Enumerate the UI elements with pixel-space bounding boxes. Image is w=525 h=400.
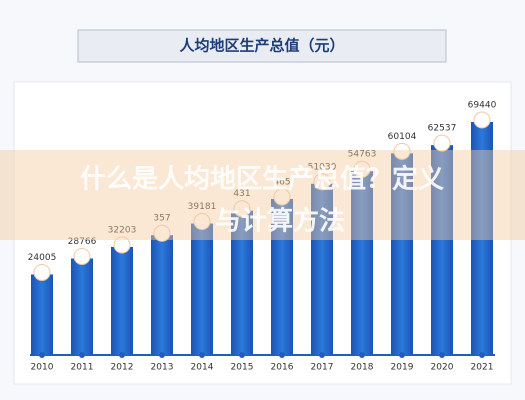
x-tick-label: 2021 — [471, 363, 494, 373]
axis-dot — [239, 352, 245, 358]
axis-dot — [439, 352, 445, 358]
overlay-text: 什么是人均地区生产总值？定义 — [80, 164, 444, 195]
x-tick-label: 2016 — [271, 363, 294, 373]
x-tick-label: 2013 — [151, 363, 174, 373]
x-tick-label: 2010 — [31, 363, 54, 373]
axis-dot — [79, 352, 85, 358]
axis-dot — [39, 352, 45, 358]
bar-icon — [73, 247, 91, 265]
axis-dot — [479, 352, 485, 358]
axis-dot — [119, 352, 125, 358]
chart-title: 人均地区生产总值（元） — [179, 37, 344, 55]
value-label: 39181 — [188, 202, 217, 212]
value-label: 69440 — [468, 101, 497, 111]
value-label: 62537 — [428, 124, 457, 134]
x-tick-label: 2014 — [191, 363, 214, 373]
bar — [151, 235, 173, 355]
bar — [31, 274, 53, 355]
axis-dot — [359, 352, 365, 358]
overlay-text: 与计算方法 — [215, 206, 345, 237]
value-label: 32203 — [108, 225, 137, 235]
bar-icon — [393, 142, 411, 160]
bar-icon — [233, 200, 251, 218]
bar-icon — [473, 111, 491, 129]
value-label: 60104 — [388, 132, 417, 142]
value-label: 28766 — [68, 237, 97, 247]
value-label: 357 — [153, 214, 170, 224]
bar — [71, 258, 93, 355]
overlay-band — [0, 150, 525, 240]
value-label: 51030 — [308, 162, 337, 172]
bar-icon — [193, 213, 211, 231]
bar — [111, 246, 133, 355]
x-tick-label: 2020 — [431, 363, 454, 373]
axis-dot — [279, 352, 285, 358]
value-label: 431 — [233, 189, 250, 199]
axis-dot — [399, 352, 405, 358]
bar — [191, 223, 213, 355]
title-box — [77, 29, 447, 63]
bar-icon — [113, 236, 131, 254]
x-tick-label: 2017 — [311, 363, 334, 373]
bar — [471, 122, 493, 355]
value-label: 54763 — [348, 150, 377, 160]
bar-icon — [33, 263, 51, 281]
bar — [311, 183, 333, 355]
bars: 24005 2010 28766 2011 32203 2012 357 2013 39181 2… — [28, 101, 497, 373]
bar-icon — [353, 160, 371, 178]
x-tick-label: 2019 — [391, 363, 414, 373]
bar — [351, 171, 373, 355]
bar-icon — [313, 173, 331, 191]
panel — [13, 81, 512, 385]
bar — [231, 210, 253, 355]
bar-icon — [153, 224, 171, 242]
bar — [271, 198, 293, 355]
value-label: 24005 — [28, 253, 57, 263]
bar — [391, 153, 413, 355]
x-tick-label: 2015 — [231, 363, 254, 373]
x-tick-label: 2018 — [351, 363, 374, 373]
bar-icon — [433, 134, 451, 152]
x-tick-label: 2012 — [111, 363, 134, 373]
axis-dot — [199, 352, 205, 358]
value-label: 465 — [273, 177, 290, 187]
bar — [431, 145, 453, 355]
x-tick-label: 2011 — [71, 363, 94, 373]
axis-dot — [159, 352, 165, 358]
axis-dot — [319, 352, 325, 358]
bar-icon — [273, 188, 291, 206]
